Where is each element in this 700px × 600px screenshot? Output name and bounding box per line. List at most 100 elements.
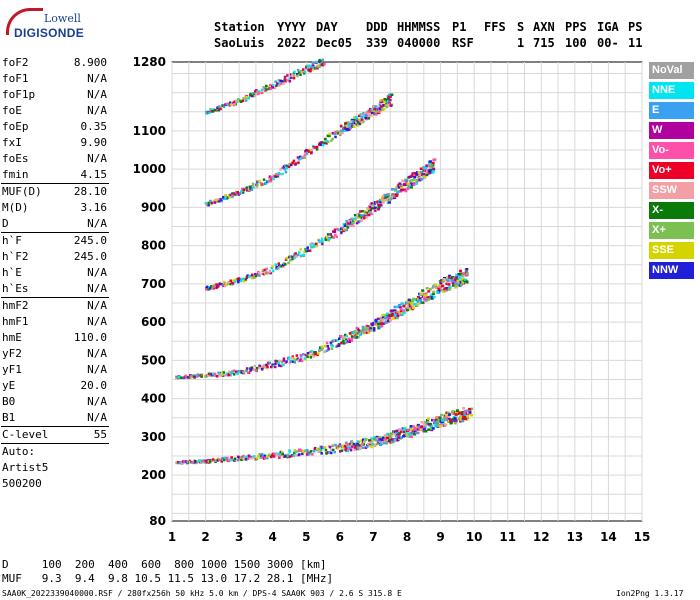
echo-point (347, 123, 351, 126)
echo-point (442, 417, 446, 420)
echo-point (454, 419, 458, 422)
param-value: N/A (87, 72, 107, 85)
echo-point (374, 209, 377, 212)
echo-point (229, 103, 232, 106)
echo-point (287, 453, 290, 456)
echo-point (299, 248, 302, 251)
x-tick-label: 14 (600, 530, 617, 544)
echo-point (242, 371, 246, 374)
param-name: D (2, 217, 9, 230)
echo-point (357, 336, 360, 339)
echo-point (240, 458, 243, 461)
echo-point (233, 100, 236, 103)
echo-point (363, 210, 367, 213)
echo-point (353, 125, 356, 128)
echo-point (284, 263, 287, 266)
param-name: foE (2, 104, 22, 117)
echo-point (377, 205, 381, 209)
echo-point (292, 454, 295, 458)
distance-row: D 100 200 400 600 800 1000 1500 3000 [km… (2, 558, 327, 571)
echo-point (329, 341, 333, 345)
echo-point (288, 449, 291, 452)
echo-point (243, 458, 246, 461)
echo-point (256, 184, 259, 187)
echo-point (442, 290, 446, 293)
echo-point (254, 274, 258, 277)
param-name: foEp (2, 120, 29, 133)
echo-point (363, 216, 366, 220)
echo-point (291, 73, 294, 76)
echo-point (377, 111, 381, 115)
echo-point (247, 275, 251, 279)
echo-point (358, 118, 361, 121)
echo-point (281, 452, 284, 456)
echo-point (366, 326, 370, 330)
y-tick-labels: 80 200 300 400 500 600 700 800 900 1000 1100 1280 (133, 55, 166, 528)
echo-point (282, 265, 285, 268)
echo-point (376, 110, 380, 113)
echo-point (356, 447, 360, 451)
echo-point (330, 451, 333, 455)
echo-point (233, 457, 237, 460)
echo-point (334, 130, 338, 134)
echo-point (323, 141, 326, 145)
echo-point (421, 289, 425, 292)
echo-point (299, 157, 303, 160)
echo-point (424, 420, 428, 424)
echo-point (430, 425, 434, 428)
param-value: N/A (87, 347, 107, 360)
echo-point (319, 59, 323, 63)
echo-point (228, 458, 232, 461)
echo-point (367, 213, 371, 217)
echo-point (228, 101, 232, 104)
echo-point (380, 316, 383, 320)
echo-point (408, 303, 412, 306)
echo-point (387, 193, 391, 196)
echo-point (351, 222, 354, 226)
echo-point (226, 196, 230, 199)
echo-point (269, 87, 272, 91)
echo-point (308, 452, 311, 456)
echo-point (357, 328, 360, 332)
echo-point (382, 197, 386, 201)
echo-point (423, 297, 426, 301)
echo-point (414, 303, 418, 306)
echo-point (218, 282, 221, 286)
echo-point (345, 341, 348, 344)
echo-point (265, 272, 268, 275)
echo-point (321, 63, 325, 67)
echo-point (247, 96, 251, 100)
logo-text-lowell: Lowell (44, 12, 81, 25)
echo-point (335, 235, 338, 239)
echo-point (387, 199, 391, 202)
param-value: 245.0 (73, 250, 107, 263)
echo-point (434, 418, 438, 422)
echo-point (306, 64, 309, 67)
echo-point (378, 325, 382, 328)
echo-point (356, 440, 359, 443)
echo-point (398, 436, 402, 439)
echo-point (218, 200, 221, 203)
echo-point (407, 298, 411, 302)
echo-point (277, 79, 280, 82)
echo-point (291, 257, 294, 261)
echo-point (383, 438, 387, 441)
echo-point (330, 448, 333, 452)
echo-point (215, 109, 219, 112)
echo-point (331, 344, 334, 348)
param-row: hmE 110.0 (0, 330, 110, 346)
echo-point (285, 79, 289, 82)
echo-point (389, 436, 393, 439)
echo-point (287, 357, 291, 360)
echo-point (308, 350, 312, 354)
echo-point (389, 441, 393, 444)
echo-point (462, 415, 466, 418)
echo-point (232, 101, 235, 104)
echo-point (416, 300, 420, 303)
echo-point (280, 265, 283, 268)
echo-point (314, 446, 317, 450)
echo-point (223, 284, 227, 288)
echo-point (424, 167, 427, 170)
echo-point (217, 198, 220, 202)
